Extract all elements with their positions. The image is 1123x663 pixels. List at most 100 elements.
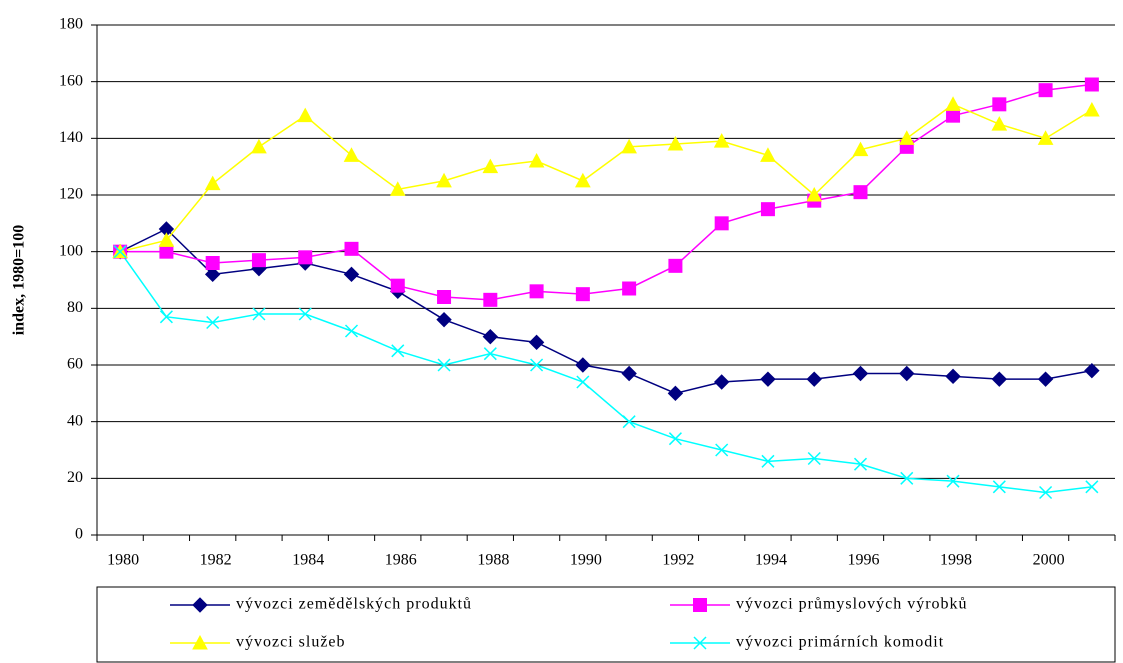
marker <box>483 292 498 307</box>
y-tick-label: 20 <box>67 469 83 486</box>
marker <box>1038 83 1053 98</box>
marker <box>992 480 1006 494</box>
marker <box>391 344 405 358</box>
x-tick-label: 1988 <box>477 552 509 569</box>
marker <box>693 636 707 650</box>
marker <box>528 334 545 351</box>
legend-label: vývozci zemědělských produktů <box>236 596 472 613</box>
marker <box>483 347 497 361</box>
marker <box>621 365 637 382</box>
marker <box>436 172 452 188</box>
x-tick-label: 1992 <box>662 552 694 569</box>
y-tick-label: 60 <box>67 356 83 373</box>
y-tick-label: 120 <box>59 186 83 203</box>
marker <box>760 202 775 217</box>
y-tick-label: 0 <box>75 526 83 543</box>
y-tick-label: 180 <box>59 16 83 33</box>
legend-box <box>96 586 1116 663</box>
marker <box>1037 371 1054 387</box>
marker <box>946 474 960 488</box>
marker <box>621 138 637 154</box>
marker <box>1037 130 1054 145</box>
marker <box>251 253 266 268</box>
x-tick-label: 1990 <box>570 552 602 569</box>
marker <box>437 358 451 372</box>
y-tick-label: 100 <box>59 242 83 259</box>
marker <box>113 245 127 259</box>
marker <box>946 108 961 123</box>
marker <box>806 371 822 387</box>
marker <box>945 368 961 385</box>
y-tick-label: 140 <box>59 129 83 146</box>
marker <box>252 307 266 321</box>
marker <box>668 258 683 273</box>
marker <box>991 116 1008 131</box>
marker <box>667 385 684 402</box>
marker <box>714 216 729 231</box>
marker <box>482 158 499 174</box>
marker <box>575 357 591 373</box>
marker <box>575 172 591 188</box>
marker <box>576 375 590 389</box>
legend-label: vývozci služeb <box>236 634 346 651</box>
marker <box>760 147 776 162</box>
marker <box>343 147 360 162</box>
marker <box>437 290 452 304</box>
marker <box>1039 485 1053 500</box>
legend-label: vývozci průmyslových výrobků <box>736 596 968 613</box>
marker <box>713 133 730 148</box>
marker <box>204 266 221 283</box>
marker <box>1084 362 1100 379</box>
marker <box>482 328 499 345</box>
marker <box>668 432 682 446</box>
x-tick-label: 1998 <box>940 552 972 569</box>
marker <box>852 141 869 157</box>
marker <box>298 307 312 321</box>
marker <box>1085 480 1099 494</box>
x-tick-label: 1984 <box>292 552 324 569</box>
marker <box>693 598 707 612</box>
marker <box>206 315 220 330</box>
marker <box>991 371 1008 387</box>
x-tick-label: 1982 <box>200 552 232 569</box>
marker <box>899 365 915 382</box>
marker <box>205 256 220 270</box>
marker <box>159 244 174 259</box>
marker <box>761 454 775 468</box>
marker <box>436 311 452 328</box>
marker <box>713 374 730 390</box>
marker <box>853 185 868 200</box>
marker <box>945 96 961 111</box>
legend-label: vývozci primárních komodit <box>736 634 944 651</box>
marker <box>159 310 173 324</box>
marker <box>852 365 869 382</box>
marker <box>900 471 914 485</box>
marker <box>715 443 729 457</box>
marker <box>192 597 208 613</box>
marker <box>806 186 823 202</box>
marker <box>192 634 208 650</box>
series-line <box>119 251 1092 494</box>
y-tick-label: 160 <box>59 72 83 89</box>
marker <box>343 266 360 283</box>
marker <box>204 175 221 191</box>
marker <box>760 371 776 387</box>
series-line <box>119 228 1092 395</box>
marker <box>898 130 915 145</box>
marker <box>853 457 868 471</box>
x-tick-label: 1996 <box>848 552 880 569</box>
series-line <box>119 103 1093 253</box>
x-tick-label: 1980 <box>107 552 139 569</box>
marker <box>575 287 590 302</box>
marker <box>807 451 821 466</box>
marker <box>1084 77 1099 92</box>
marker <box>389 181 406 196</box>
marker <box>1084 101 1100 117</box>
marker <box>667 135 684 151</box>
marker <box>297 107 314 123</box>
marker <box>390 278 405 293</box>
x-tick-label: 1986 <box>385 552 417 569</box>
marker <box>622 281 637 296</box>
marker <box>298 250 313 265</box>
